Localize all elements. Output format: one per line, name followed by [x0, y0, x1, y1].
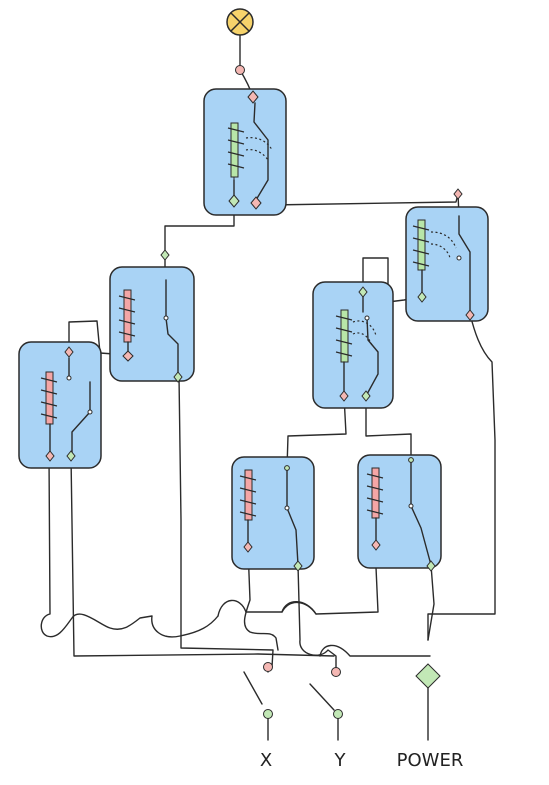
wire-r1-r2 — [164, 199, 235, 281]
lamp-terminal — [235, 65, 245, 75]
wire-r3-left — [40, 455, 219, 638]
relay-r5 — [312, 281, 394, 409]
wire-r2-down — [178, 375, 274, 668]
wire-r6-left — [243, 547, 279, 651]
input-y-label: Y — [334, 750, 347, 771]
relay-r1 — [203, 88, 287, 216]
lamp-icon — [226, 8, 254, 36]
relay-r3 — [18, 341, 102, 469]
relay-r6 — [231, 456, 315, 572]
switch-y-top-terminal — [331, 667, 341, 677]
relay-r7 — [357, 454, 442, 572]
wire-r5-r7 — [365, 395, 412, 463]
wire-r5-r6 — [286, 395, 347, 469]
switch-x-bottom-terminal[interactable] — [263, 709, 273, 719]
wire-switch-y — [309, 683, 339, 741]
switch-y-bottom-terminal[interactable] — [333, 709, 343, 719]
input-x-label: X — [260, 750, 272, 771]
relay-r2 — [109, 249, 195, 383]
wire-crossover-hump-3 — [319, 644, 431, 657]
switch-x-top-terminal — [263, 662, 273, 672]
relay-r4 — [405, 188, 489, 322]
wire-switch-x — [243, 671, 269, 741]
wire-crossover-hump-2 — [281, 601, 317, 615]
power-label: POWER — [397, 750, 464, 771]
wire-r3-right — [70, 455, 335, 657]
wire-r4-power — [427, 313, 496, 641]
wire-r7-right — [427, 564, 435, 641]
power-terminal[interactable] — [415, 663, 441, 689]
wire-crossover-hump — [217, 599, 247, 617]
wire-r6-right — [297, 564, 337, 669]
